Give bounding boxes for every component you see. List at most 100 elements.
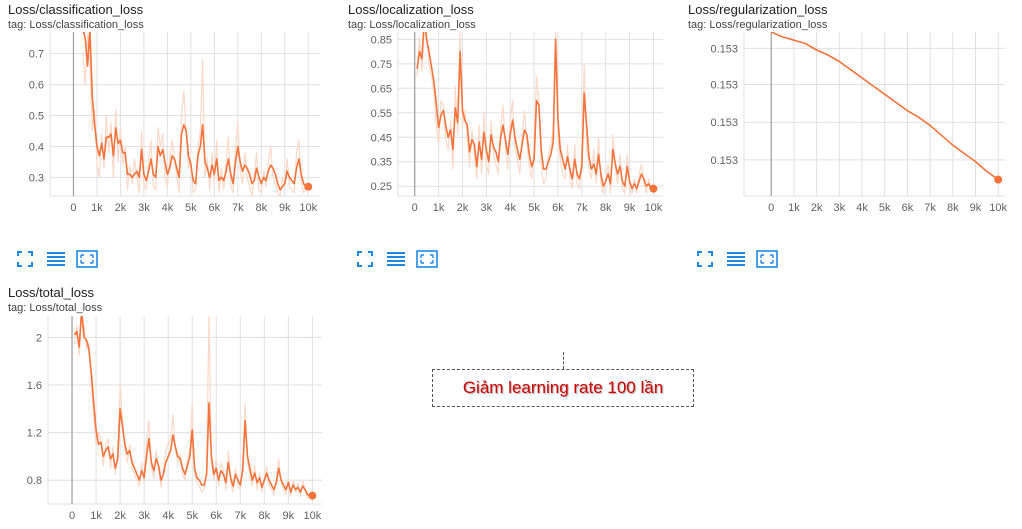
smoothed-series-line xyxy=(416,32,654,190)
x-tick-label: 9k xyxy=(624,202,636,214)
x-tick-label: 4k xyxy=(504,202,516,214)
x-tick-label: 0 xyxy=(69,510,75,522)
chart-plot-total-loss[interactable]: 0 1k 2k 3k 4k 5k 6k 7k 8k 9k 10k 0.8 1.2 1.6 2 xyxy=(0,0,340,529)
x-tick-label: 7k xyxy=(234,510,246,522)
y-tick-label: 0.55 xyxy=(371,108,392,120)
chart-title: Loss/localization_loss xyxy=(348,2,474,17)
y-tick-label: 0.6 xyxy=(29,80,44,92)
raw-series-line xyxy=(73,316,313,499)
annotation-connector xyxy=(563,352,564,369)
x-tick-label: 7k xyxy=(232,202,244,214)
y-tick-label: 0.7 xyxy=(29,49,44,61)
chart-card-classification-loss: Loss/classification_loss tag: Loss/class… xyxy=(8,2,340,272)
last-point-marker xyxy=(994,175,1003,184)
toggle-log-scale-button[interactable] xyxy=(45,249,67,269)
y-tick-label: 1.2 xyxy=(27,428,42,440)
fit-domain-button[interactable] xyxy=(756,249,778,269)
chart-tag: tag: Loss/regularization_loss xyxy=(688,19,828,31)
chart-toolbar xyxy=(14,249,98,269)
x-tick-label: 2k xyxy=(811,202,823,214)
smoothed-series-line xyxy=(82,32,309,191)
annotation-text: Giảm learning rate 100 lần xyxy=(462,378,664,397)
fit-domain-button[interactable] xyxy=(76,249,98,269)
x-tick-label: 0 xyxy=(70,202,76,214)
x-tick-label: 3k xyxy=(834,202,846,214)
chart-plot-classification-loss[interactable]: 0 1k 2k 3k 4k 5k 6k 7k 8k 9k 10k 0.3 0.4 0.5 0.6 0.7 xyxy=(0,0,340,250)
x-tick-label: 4k xyxy=(162,202,174,214)
y-tick-label: 0.5 xyxy=(29,111,44,123)
x-tick-label: 0 xyxy=(412,202,418,214)
toggle-log-scale-icon xyxy=(387,252,405,266)
fullscreen-button[interactable] xyxy=(354,249,376,269)
x-tick-label: 2k xyxy=(114,510,126,522)
fit-domain-icon xyxy=(76,250,98,268)
chart-tag: tag: Loss/total_loss xyxy=(8,302,103,314)
x-tick-label: 7k xyxy=(924,202,936,214)
y-tick-label: 0.45 xyxy=(371,132,392,144)
x-tick-label: 3k xyxy=(481,202,493,214)
x-tick-label: 4k xyxy=(856,202,868,214)
chart-tag: tag: Loss/classification_loss xyxy=(8,19,144,31)
fullscreen-icon xyxy=(357,251,373,267)
y-tick-label: 0.8 xyxy=(27,475,42,487)
x-tick-label: 9k xyxy=(279,202,291,214)
x-tick-label: 10k xyxy=(299,202,317,214)
last-point-marker xyxy=(649,184,658,193)
toggle-log-scale-button[interactable] xyxy=(385,249,407,269)
x-tick-label: 6k xyxy=(210,510,222,522)
fullscreen-button[interactable] xyxy=(14,249,36,269)
fullscreen-icon xyxy=(17,251,33,267)
x-tick-label: 10k xyxy=(989,202,1007,214)
y-tick-label: 0.85 xyxy=(371,34,392,46)
x-tick-label: 8k xyxy=(600,202,612,214)
chart-card-total-loss: Loss/total_loss tag: Loss/total_loss xyxy=(8,285,340,525)
x-tick-label: 8k xyxy=(259,510,271,522)
y-tick-label: 2 xyxy=(36,332,42,344)
x-tick-label: 1k xyxy=(433,202,445,214)
smoothed-series-line xyxy=(770,32,999,181)
x-tick-label: 5k xyxy=(186,510,198,522)
y-tick-label: 0.25 xyxy=(371,181,392,193)
chart-toolbar xyxy=(694,249,778,269)
chart-title: Loss/regularization_loss xyxy=(688,2,828,17)
y-tick-label: 0.35 xyxy=(371,157,392,169)
y-tick-label: 0.153 xyxy=(710,43,738,55)
x-tick-label: 3k xyxy=(138,510,150,522)
toggle-log-scale-icon xyxy=(727,252,745,266)
chart-plot-localization-loss[interactable]: 0 1k 2k 3k 4k 5k 6k 7k 8k 9k 10k 0.25 0.35 0.45 0.55 0.… xyxy=(0,0,680,250)
x-tick-label: 1k xyxy=(91,202,103,214)
x-tick-label: 1k xyxy=(788,202,800,214)
chart-title: Loss/classification_loss xyxy=(8,2,144,17)
x-tick-label: 10k xyxy=(645,202,663,214)
y-tick-label: 0.65 xyxy=(371,83,392,95)
y-tick-label: 0.75 xyxy=(371,59,392,71)
x-tick-label: 4k xyxy=(162,510,174,522)
x-tick-label: 3k xyxy=(138,202,150,214)
x-tick-label: 2k xyxy=(457,202,469,214)
fullscreen-button[interactable] xyxy=(694,249,716,269)
chart-card-localization-loss: Loss/localization_loss tag: Loss/localiz… xyxy=(348,2,680,272)
x-tick-label: 5k xyxy=(528,202,540,214)
chart-title: Loss/total_loss xyxy=(8,285,94,300)
smoothed-series-line xyxy=(73,316,313,497)
raw-series-line xyxy=(82,34,309,196)
x-tick-label: 0 xyxy=(768,202,774,214)
y-tick-label: 1.6 xyxy=(27,380,42,392)
y-tick-label: 0.3 xyxy=(29,172,44,184)
x-tick-label: 6k xyxy=(552,202,564,214)
x-tick-label: 9k xyxy=(283,510,295,522)
toggle-log-scale-button[interactable] xyxy=(725,249,747,269)
y-tick-label: 0.4 xyxy=(29,141,44,153)
fit-domain-icon xyxy=(416,250,438,268)
x-tick-label: 8k xyxy=(947,202,959,214)
toggle-log-scale-icon xyxy=(47,252,65,266)
chart-plot-regularization-loss[interactable]: 0 1k 2k 3k 4k 5k 6k 7k 8k 9k 10k 0.153 0.153 0.153 0.1… xyxy=(0,0,1020,250)
fit-domain-button[interactable] xyxy=(416,249,438,269)
fullscreen-icon xyxy=(697,251,713,267)
x-tick-label: 6k xyxy=(209,202,221,214)
chart-card-regularization-loss: Loss/regularization_loss tag: Loss/regul… xyxy=(688,2,1020,272)
y-tick-label: 0.153 xyxy=(710,79,738,91)
x-tick-label: 5k xyxy=(879,202,891,214)
x-tick-label: 2k xyxy=(115,202,127,214)
y-tick-label: 0.153 xyxy=(710,155,738,167)
